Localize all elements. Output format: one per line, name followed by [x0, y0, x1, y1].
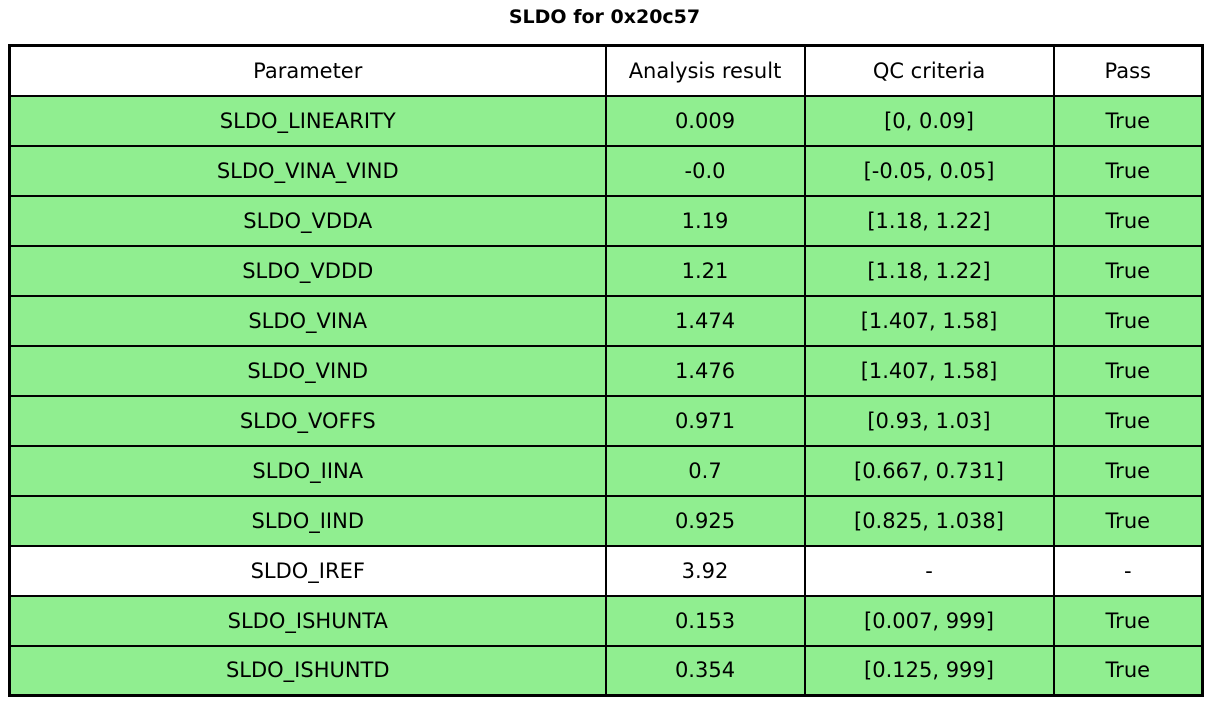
- cell-pass: True: [1052, 244, 1204, 297]
- cell-parameter: SLDO_IREF: [8, 544, 607, 597]
- cell-analysis-result: 0.354: [604, 644, 806, 697]
- cell-analysis-result: -0.0: [604, 144, 806, 197]
- cell-analysis-result: 1.474: [604, 294, 806, 347]
- cell-analysis-result: 1.21: [604, 244, 806, 297]
- cell-analysis-result: 0.925: [604, 494, 806, 547]
- cell-qc-criteria: [0.667, 0.731]: [803, 444, 1055, 497]
- col-header-pass: Pass: [1052, 44, 1204, 97]
- cell-parameter: SLDO_ISHUNTA: [8, 594, 607, 647]
- table-row: SLDO_VINA 1.474 [1.407, 1.58] True: [8, 294, 1204, 347]
- table-row: SLDO_IREF 3.92 - -: [8, 544, 1204, 597]
- cell-analysis-result: 0.7: [604, 444, 806, 497]
- cell-parameter: SLDO_VINA: [8, 294, 607, 347]
- cell-qc-criteria: [0.825, 1.038]: [803, 494, 1055, 547]
- table-row: SLDO_VDDA 1.19 [1.18, 1.22] True: [8, 194, 1204, 247]
- cell-qc-criteria: -: [803, 544, 1055, 597]
- cell-qc-criteria: [0.007, 999]: [803, 594, 1055, 647]
- cell-qc-criteria: [-0.05, 0.05]: [803, 144, 1055, 197]
- cell-pass: True: [1052, 144, 1204, 197]
- table-row: SLDO_ISHUNTA 0.153 [0.007, 999] True: [8, 594, 1204, 647]
- cell-qc-criteria: [1.407, 1.58]: [803, 344, 1055, 397]
- col-header-qc-criteria: QC criteria: [803, 44, 1055, 97]
- table-row: SLDO_LINEARITY 0.009 [0, 0.09] True: [8, 94, 1204, 147]
- cell-qc-criteria: [1.407, 1.58]: [803, 294, 1055, 347]
- col-header-analysis-result: Analysis result: [604, 44, 806, 97]
- cell-pass: True: [1052, 594, 1204, 647]
- cell-pass: True: [1052, 644, 1204, 697]
- cell-parameter: SLDO_ISHUNTD: [8, 644, 607, 697]
- cell-pass: -: [1052, 544, 1204, 597]
- cell-qc-criteria: [1.18, 1.22]: [803, 194, 1055, 247]
- cell-qc-criteria: [0, 0.09]: [803, 94, 1055, 147]
- header-row: Parameter Analysis result QC criteria Pa…: [8, 44, 1204, 97]
- cell-parameter: SLDO_VIND: [8, 344, 607, 397]
- cell-analysis-result: 1.476: [604, 344, 806, 397]
- cell-parameter: SLDO_VDDA: [8, 194, 607, 247]
- cell-parameter: SLDO_LINEARITY: [8, 94, 607, 147]
- cell-analysis-result: 0.153: [604, 594, 806, 647]
- cell-parameter: SLDO_VOFFS: [8, 394, 607, 447]
- cell-analysis-result: 1.19: [604, 194, 806, 247]
- cell-qc-criteria: [0.93, 1.03]: [803, 394, 1055, 447]
- cell-pass: True: [1052, 444, 1204, 497]
- cell-pass: True: [1052, 194, 1204, 247]
- cell-pass: True: [1052, 344, 1204, 397]
- cell-parameter: SLDO_VDDD: [8, 244, 607, 297]
- table-row: SLDO_VDDD 1.21 [1.18, 1.22] True: [8, 244, 1204, 297]
- cell-pass: True: [1052, 94, 1204, 147]
- cell-parameter: SLDO_VINA_VIND: [8, 144, 607, 197]
- qc-results-table: Parameter Analysis result QC criteria Pa…: [8, 44, 1204, 697]
- table-row: SLDO_VIND 1.476 [1.407, 1.58] True: [8, 344, 1204, 397]
- cell-analysis-result: 0.971: [604, 394, 806, 447]
- table-row: SLDO_VOFFS 0.971 [0.93, 1.03] True: [8, 394, 1204, 447]
- table-row: SLDO_ISHUNTD 0.354 [0.125, 999] True: [8, 644, 1204, 697]
- cell-pass: True: [1052, 294, 1204, 347]
- cell-analysis-result: 0.009: [604, 94, 806, 147]
- cell-parameter: SLDO_IINA: [8, 444, 607, 497]
- cell-pass: True: [1052, 394, 1204, 447]
- table-row: SLDO_IINA 0.7 [0.667, 0.731] True: [8, 444, 1204, 497]
- page-title: SLDO for 0x20c57: [508, 6, 701, 28]
- col-header-parameter: Parameter: [8, 44, 607, 97]
- cell-pass: True: [1052, 494, 1204, 547]
- cell-qc-criteria: [0.125, 999]: [803, 644, 1055, 697]
- table-row: SLDO_VINA_VIND -0.0 [-0.05, 0.05] True: [8, 144, 1204, 197]
- cell-parameter: SLDO_IIND: [8, 494, 607, 547]
- cell-qc-criteria: [1.18, 1.22]: [803, 244, 1055, 297]
- table-row: SLDO_IIND 0.925 [0.825, 1.038] True: [8, 494, 1204, 547]
- cell-analysis-result: 3.92: [604, 544, 806, 597]
